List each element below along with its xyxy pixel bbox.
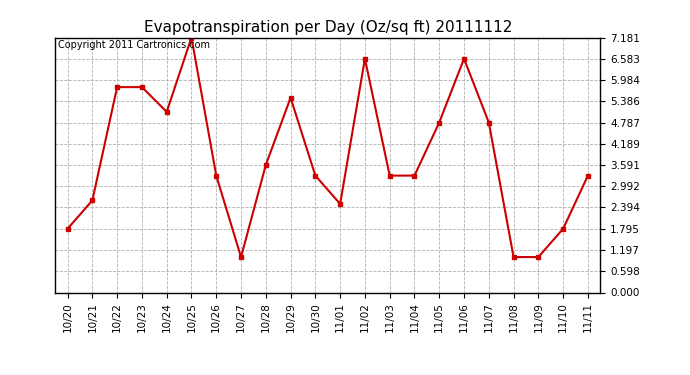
Text: Copyright 2011 Cartronics.com: Copyright 2011 Cartronics.com: [58, 40, 210, 50]
Title: Evapotranspiration per Day (Oz/sq ft) 20111112: Evapotranspiration per Day (Oz/sq ft) 20…: [144, 20, 512, 35]
